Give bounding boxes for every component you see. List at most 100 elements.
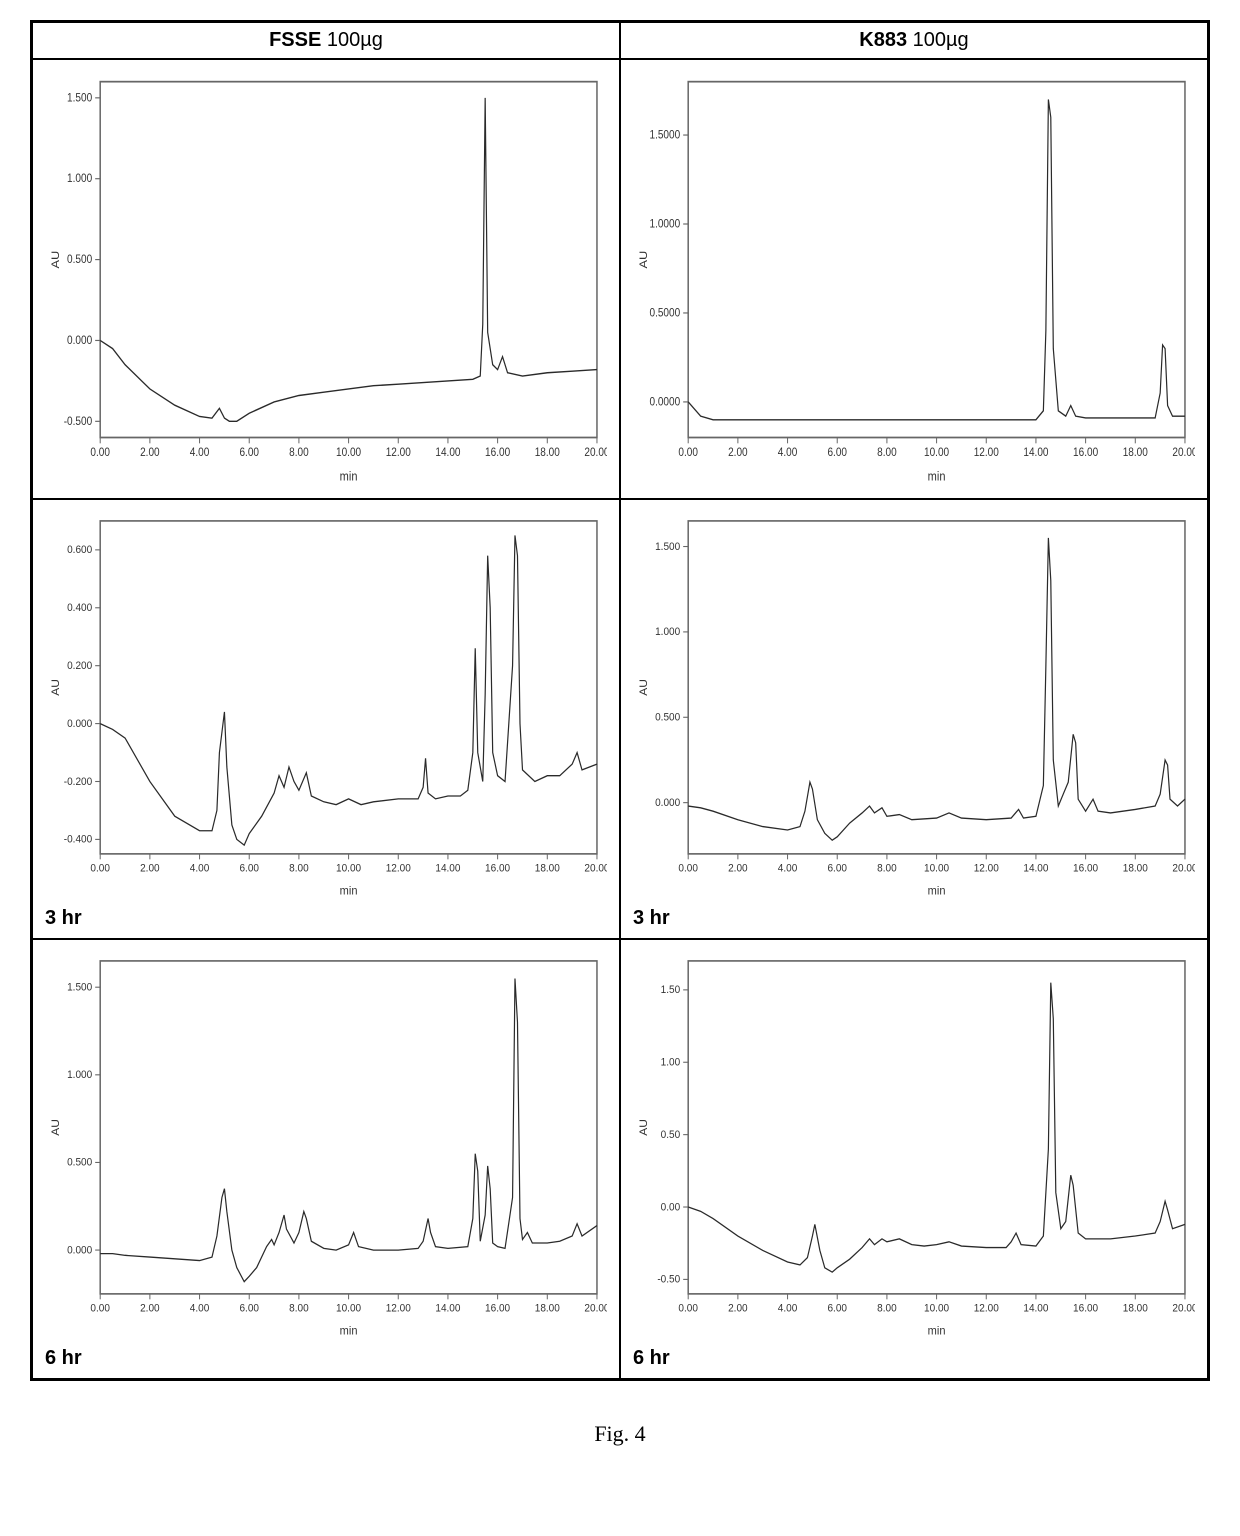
svg-text:0.000: 0.000 xyxy=(67,719,92,730)
svg-text:6.00: 6.00 xyxy=(239,863,259,874)
svg-text:14.00: 14.00 xyxy=(1023,863,1048,874)
svg-text:0.500: 0.500 xyxy=(655,712,680,723)
chart-cell-r1c2: 0.00 2.00 4.00 6.00 8.00 10.00 12.00 14.00 16.00… xyxy=(620,59,1208,499)
svg-text:0.000: 0.000 xyxy=(67,1245,92,1256)
svg-text:0.000: 0.000 xyxy=(67,334,92,347)
svg-text:12.00: 12.00 xyxy=(974,447,999,460)
svg-text:-0.400: -0.400 xyxy=(64,834,93,845)
chart-cell-r2c2: 0.002.004.006.008.0010.0012.0014.0016.00… xyxy=(620,499,1208,939)
svg-text:20.00: 20.00 xyxy=(1172,863,1195,874)
svg-text:8.00: 8.00 xyxy=(289,863,309,874)
svg-text:12.00: 12.00 xyxy=(386,447,411,460)
svg-text:8.00: 8.00 xyxy=(877,447,897,460)
svg-text:10.00: 10.00 xyxy=(336,447,361,460)
svg-text:4.00: 4.00 xyxy=(190,1303,210,1314)
svg-text:0.00: 0.00 xyxy=(661,1202,681,1213)
time-label-r3c1: 6 hr xyxy=(45,1347,607,1370)
svg-text:AU: AU xyxy=(638,679,649,696)
svg-text:1.000: 1.000 xyxy=(67,1070,92,1081)
svg-text:16.00: 16.00 xyxy=(485,1303,510,1314)
svg-text:0.400: 0.400 xyxy=(67,603,92,614)
svg-text:1.50: 1.50 xyxy=(661,985,681,996)
svg-text:6.00: 6.00 xyxy=(827,863,847,874)
svg-text:18.00: 18.00 xyxy=(535,1303,560,1314)
svg-text:10.00: 10.00 xyxy=(336,1303,361,1314)
chart-cell-r1c1: 0.002.004.006.008.0010.0012.0014.0016.00… xyxy=(32,59,620,499)
svg-text:14.00: 14.00 xyxy=(1023,447,1048,460)
chart-cell-r3c1: 0.002.004.006.008.0010.0012.0014.0016.00… xyxy=(32,939,620,1379)
svg-text:8.00: 8.00 xyxy=(877,1303,897,1314)
chromatogram-r1c2: 0.00 2.00 4.00 6.00 8.00 10.00 12.00 14.00 16.00… xyxy=(633,70,1195,490)
column-header-left: FSSE 100µg xyxy=(32,22,620,59)
svg-text:4.00: 4.00 xyxy=(190,863,210,874)
chromatogram-r2c1: 0.00 2.00 4.00 6.00 8.00 10.00 12.00 14.00 16.00… xyxy=(45,510,607,903)
header-left-rest: 100µg xyxy=(321,29,383,51)
svg-text:0.600: 0.600 xyxy=(67,545,92,556)
svg-text:6.00: 6.00 xyxy=(827,447,847,460)
svg-text:10.00: 10.00 xyxy=(924,863,949,874)
svg-text:min: min xyxy=(340,469,358,484)
svg-text:0.00: 0.00 xyxy=(678,447,698,460)
svg-text:20.00: 20.00 xyxy=(584,863,607,874)
svg-text:16.00: 16.00 xyxy=(485,447,510,460)
chromatogram-r3c2: 0.002.004.006.008.0010.0012.0014.0016.00… xyxy=(633,950,1195,1343)
svg-text:1.000: 1.000 xyxy=(655,627,680,638)
chromatogram-grid: FSSE 100µg K883 100µg 0.00 2.00 4.00 6.00 8.… xyxy=(30,20,1210,1381)
svg-text:1.5000: 1.5000 xyxy=(649,129,680,142)
svg-text:0.00: 0.00 xyxy=(90,863,110,874)
svg-text:14.00: 14.00 xyxy=(435,1303,460,1314)
svg-text:14.00: 14.00 xyxy=(435,447,460,460)
svg-text:20.00: 20.00 xyxy=(584,447,607,460)
svg-text:min: min xyxy=(340,1325,358,1337)
svg-text:2.00: 2.00 xyxy=(140,447,160,460)
svg-text:min: min xyxy=(928,885,946,897)
svg-text:1.500: 1.500 xyxy=(67,92,92,105)
svg-text:1.000: 1.000 xyxy=(67,173,92,186)
svg-text:AU: AU xyxy=(637,251,650,269)
svg-text:0.00: 0.00 xyxy=(90,1303,110,1314)
svg-text:4.00: 4.00 xyxy=(778,447,798,460)
svg-text:0.50: 0.50 xyxy=(661,1130,681,1141)
svg-text:16.00: 16.00 xyxy=(1073,863,1098,874)
svg-text:2.00: 2.00 xyxy=(728,447,748,460)
chromatogram-r3c1: 0.002.004.006.008.0010.0012.0014.0016.00… xyxy=(45,950,607,1343)
svg-text:0.200: 0.200 xyxy=(67,661,92,672)
svg-text:16.00: 16.00 xyxy=(1073,447,1098,460)
svg-text:16.00: 16.00 xyxy=(485,863,510,874)
svg-text:18.00: 18.00 xyxy=(535,863,560,874)
svg-text:0.00: 0.00 xyxy=(678,1303,698,1314)
chart-cell-r2c1: 0.00 2.00 4.00 6.00 8.00 10.00 12.00 14.00 16.00… xyxy=(32,499,620,939)
time-label-r2c2: 3 hr xyxy=(633,907,1195,930)
svg-text:0.500: 0.500 xyxy=(67,1157,92,1168)
svg-text:AU: AU xyxy=(50,679,61,696)
svg-text:1.0000: 1.0000 xyxy=(649,218,680,231)
chromatogram-r2c2: 0.002.004.006.008.0010.0012.0014.0016.00… xyxy=(633,510,1195,903)
svg-text:12.00: 12.00 xyxy=(386,1303,411,1314)
column-header-right: K883 100µg xyxy=(620,22,1208,59)
svg-text:1.500: 1.500 xyxy=(67,982,92,993)
svg-text:2.00: 2.00 xyxy=(140,863,160,874)
svg-text:AU: AU xyxy=(50,1119,61,1136)
svg-text:12.00: 12.00 xyxy=(386,863,411,874)
svg-text:8.00: 8.00 xyxy=(289,447,309,460)
svg-text:4.00: 4.00 xyxy=(778,863,798,874)
svg-text:4.00: 4.00 xyxy=(778,1303,798,1314)
svg-text:18.00: 18.00 xyxy=(1123,863,1148,874)
header-right-bold: K883 xyxy=(859,29,907,51)
svg-text:12.00: 12.00 xyxy=(974,863,999,874)
svg-text:0.5000: 0.5000 xyxy=(649,307,680,320)
header-right-rest: 100µg xyxy=(907,29,969,51)
time-label-r3c2: 6 hr xyxy=(633,1347,1195,1370)
svg-text:-0.200: -0.200 xyxy=(64,776,93,787)
svg-text:10.00: 10.00 xyxy=(336,863,361,874)
svg-text:10.00: 10.00 xyxy=(924,447,949,460)
svg-text:8.00: 8.00 xyxy=(877,863,897,874)
svg-text:min: min xyxy=(928,469,946,484)
svg-text:0.00: 0.00 xyxy=(90,447,110,460)
svg-text:0.0000: 0.0000 xyxy=(649,396,680,409)
chromatogram-r1c1: 0.002.004.006.008.0010.0012.0014.0016.00… xyxy=(45,70,607,490)
svg-text:14.00: 14.00 xyxy=(435,863,460,874)
svg-text:-0.50: -0.50 xyxy=(657,1274,680,1285)
svg-text:1.500: 1.500 xyxy=(655,541,680,552)
header-left-bold: FSSE xyxy=(269,29,321,51)
